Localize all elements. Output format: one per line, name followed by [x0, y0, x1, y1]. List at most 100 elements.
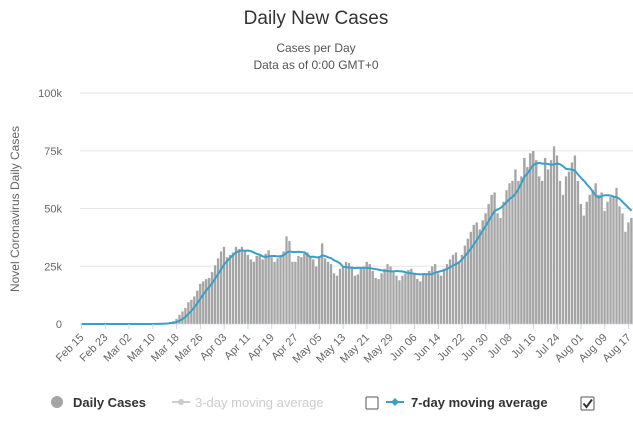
- bar: [296, 255, 300, 325]
- bar: [502, 201, 505, 325]
- bar: [341, 266, 345, 325]
- bar: [222, 246, 226, 325]
- bar: [475, 222, 479, 325]
- bar: [451, 254, 455, 325]
- legend-3day-label: 3-day moving average: [195, 395, 324, 410]
- bar: [258, 254, 262, 325]
- legend-item-7day[interactable]: 7-day moving average: [386, 395, 548, 410]
- bar: [290, 261, 294, 325]
- bar: [564, 176, 568, 325]
- bar: [409, 268, 413, 325]
- bar: [314, 266, 318, 325]
- bar: [255, 255, 259, 325]
- chart-subtitle-1: Cases per Day: [276, 41, 355, 55]
- bar: [383, 268, 387, 325]
- bar: [549, 159, 553, 325]
- bar: [534, 159, 538, 325]
- bar: [481, 219, 485, 325]
- bar: [430, 266, 434, 325]
- bar: [320, 242, 324, 325]
- bar: [546, 169, 550, 325]
- bar: [609, 196, 613, 325]
- bar: [243, 249, 247, 325]
- x-tick-label: Apr 03: [198, 332, 229, 363]
- bar: [552, 145, 556, 325]
- bar: [362, 266, 366, 325]
- bar: [585, 201, 589, 325]
- bar: [335, 275, 339, 325]
- bar: [198, 283, 202, 325]
- bar: [457, 261, 461, 325]
- seven-day-checkbox-box: [580, 396, 595, 411]
- chart-title: Daily New Cases: [244, 8, 389, 29]
- bar: [433, 263, 437, 325]
- bar: [415, 278, 419, 325]
- legend-item-daily-cases[interactable]: Daily Cases: [51, 395, 146, 410]
- bar: [284, 236, 288, 325]
- bar: [317, 255, 321, 325]
- bar: [225, 256, 229, 325]
- legend: Daily Cases 3-day moving average 7-day m…: [51, 395, 595, 411]
- bar: [394, 275, 398, 325]
- y-axis-label: Novel Coronavirus Daily Cases: [8, 126, 22, 292]
- bar: [326, 261, 330, 325]
- bar: [368, 263, 372, 325]
- bar: [276, 258, 280, 325]
- bar: [561, 194, 565, 325]
- y-tick-label: 75k: [44, 146, 62, 158]
- bar: [427, 270, 431, 325]
- x-tick-label: Jun 30: [459, 332, 491, 364]
- bar: [252, 261, 256, 325]
- bar: [267, 249, 271, 325]
- bar: [603, 210, 607, 325]
- x-tick-label: Jul 16: [509, 332, 538, 361]
- bar: [600, 192, 604, 325]
- bar: [617, 206, 621, 325]
- bar: [469, 231, 473, 325]
- bar: [463, 245, 467, 325]
- bar: [207, 277, 211, 325]
- bar: [412, 273, 416, 325]
- y-axis-ticks: 0 25k 50k 75k 100k: [38, 88, 62, 331]
- bar: [228, 254, 232, 325]
- bar: [487, 203, 491, 325]
- bar: [507, 182, 511, 325]
- bar: [302, 253, 306, 325]
- bar: [365, 261, 369, 325]
- bar: [293, 261, 297, 325]
- seven-day-checkbox[interactable]: [580, 396, 595, 411]
- bar: [615, 187, 618, 325]
- seven-day-marker-icon: [391, 398, 399, 406]
- bar: [629, 217, 633, 325]
- bar: [299, 256, 303, 325]
- bar: [400, 275, 404, 325]
- three-day-checkbox[interactable]: [365, 396, 379, 410]
- bar: [522, 157, 526, 325]
- bar: [588, 194, 592, 325]
- three-day-marker-icon: [178, 399, 184, 405]
- seven-day-average-line[interactable]: [81, 161, 633, 325]
- bar: [454, 252, 458, 325]
- bar: [359, 268, 363, 325]
- bar: [626, 222, 630, 325]
- bar: [436, 273, 440, 325]
- bar: [531, 150, 535, 325]
- bar: [282, 251, 285, 325]
- bar: [466, 238, 470, 325]
- bar: [499, 217, 503, 325]
- legend-7day-label: 7-day moving average: [411, 395, 548, 410]
- bar: [246, 254, 250, 325]
- bar: [424, 273, 428, 325]
- bar: [460, 254, 464, 325]
- bar: [329, 263, 333, 325]
- daily-cases-bars[interactable]: [139, 145, 633, 325]
- y-tick-label: 100k: [38, 88, 62, 100]
- bar: [558, 180, 562, 325]
- bar: [403, 273, 407, 325]
- bar: [597, 194, 601, 325]
- bar: [537, 176, 541, 325]
- bar: [240, 246, 244, 325]
- legend-item-3day[interactable]: 3-day moving average: [172, 395, 324, 410]
- checkmark-icon: [582, 398, 593, 409]
- bar: [573, 155, 577, 325]
